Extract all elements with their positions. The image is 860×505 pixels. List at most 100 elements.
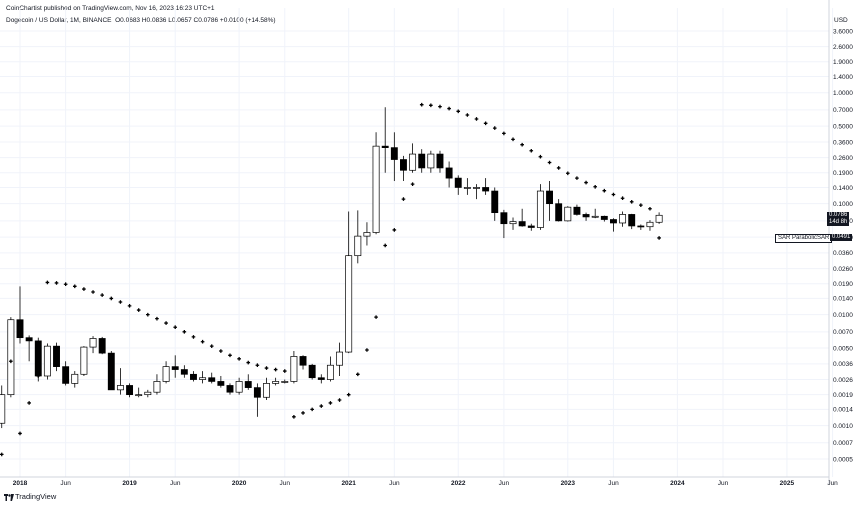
candle bbox=[62, 361, 70, 386]
sar-point bbox=[319, 404, 324, 408]
sar-point bbox=[356, 372, 360, 377]
time-tick-label: Jun bbox=[389, 480, 400, 487]
sar-point bbox=[419, 102, 424, 107]
price-tick-label: 0.2600 bbox=[833, 155, 853, 162]
candle-body bbox=[390, 147, 398, 160]
candle bbox=[527, 223, 535, 231]
tradingview-logo-icon bbox=[4, 493, 14, 501]
grid-lines bbox=[0, 8, 834, 477]
candle bbox=[555, 199, 563, 222]
sar-point bbox=[100, 293, 104, 297]
price-tick-label: 0.0050 bbox=[833, 345, 853, 352]
sar-point bbox=[219, 349, 223, 353]
sar-point bbox=[474, 117, 479, 121]
candle-body bbox=[135, 394, 143, 397]
candle bbox=[16, 286, 24, 344]
symbol-name[interactable]: Dogecoin / US Dollar, 1M, BINANCE bbox=[6, 17, 112, 24]
candle-body bbox=[62, 366, 70, 384]
sar-point bbox=[228, 353, 232, 358]
price-tick-label: 0.0190 bbox=[833, 281, 853, 288]
candle bbox=[491, 187, 499, 221]
sar-point bbox=[27, 401, 31, 405]
sar-point bbox=[264, 366, 269, 370]
sar-point bbox=[155, 316, 159, 321]
sar-point bbox=[611, 192, 616, 197]
sar-point bbox=[657, 236, 661, 240]
candle-body bbox=[418, 153, 426, 169]
candle bbox=[317, 374, 325, 384]
candle bbox=[0, 385, 6, 429]
candle-body bbox=[546, 190, 553, 205]
sar-point bbox=[328, 401, 333, 405]
candle-body bbox=[637, 225, 645, 228]
candle-body bbox=[80, 346, 88, 375]
time-axis: 2018 Jun 2019 Jun 2020 Jun 2021 Jun 2022 Jun 2023 J… bbox=[13, 480, 838, 487]
sar-point bbox=[429, 103, 433, 108]
sar-point bbox=[91, 290, 95, 294]
candle-body bbox=[600, 215, 608, 220]
candle bbox=[655, 212, 663, 224]
candle-body bbox=[564, 206, 572, 222]
candle bbox=[546, 181, 553, 221]
candle-body bbox=[409, 153, 417, 171]
sar-point bbox=[511, 137, 515, 142]
candle bbox=[436, 150, 444, 173]
candle bbox=[591, 208, 599, 219]
candle bbox=[427, 150, 435, 173]
publisher-line: CoinChartist published on TradingView.co… bbox=[6, 5, 215, 12]
sar-point bbox=[246, 360, 251, 365]
sar-point bbox=[602, 188, 607, 193]
candle-body bbox=[199, 377, 207, 380]
sar-point bbox=[438, 104, 442, 109]
sar-point bbox=[648, 206, 652, 211]
candle-body bbox=[354, 235, 362, 257]
sar-point bbox=[0, 452, 4, 457]
sar-point bbox=[45, 280, 50, 285]
candle bbox=[162, 361, 170, 384]
candle-body bbox=[244, 381, 252, 388]
sar-point bbox=[54, 281, 59, 285]
candle-body bbox=[500, 212, 508, 225]
candle bbox=[98, 336, 106, 355]
tradingview-brand[interactable]: TradingView bbox=[15, 492, 57, 501]
candle bbox=[518, 208, 526, 227]
candle bbox=[281, 379, 289, 384]
price-tick-label: 0.0010 bbox=[833, 423, 853, 430]
sar-point bbox=[18, 431, 22, 436]
sar-point bbox=[237, 356, 241, 361]
sar-point bbox=[410, 182, 415, 186]
time-tick-label: 2025 bbox=[780, 480, 795, 487]
candle bbox=[43, 343, 51, 380]
price-tick-label: 0.0260 bbox=[833, 266, 853, 273]
candle bbox=[208, 372, 216, 384]
time-tick-label: 2021 bbox=[341, 480, 356, 487]
candle bbox=[609, 218, 617, 232]
last-price-value: 0.0786 bbox=[829, 212, 848, 218]
sar-point bbox=[191, 335, 196, 339]
time-tick-label: Jun bbox=[827, 480, 838, 487]
candle-body bbox=[299, 356, 307, 366]
candle bbox=[290, 351, 298, 384]
candle-body bbox=[381, 145, 389, 148]
sar-point bbox=[538, 154, 543, 159]
candle bbox=[418, 149, 426, 173]
candle-body bbox=[454, 177, 462, 188]
price-tick-label: 0.0100 bbox=[833, 312, 853, 319]
candle bbox=[326, 356, 334, 382]
candle-body bbox=[427, 153, 435, 169]
candle-body bbox=[591, 215, 599, 218]
sar-point bbox=[273, 367, 278, 372]
candle-body bbox=[89, 338, 97, 348]
sar-point bbox=[292, 415, 296, 419]
sar-point bbox=[584, 180, 588, 185]
sar-point bbox=[365, 348, 369, 352]
candle bbox=[217, 375, 225, 388]
candle-body bbox=[582, 214, 590, 218]
candle-body bbox=[473, 187, 480, 189]
candle bbox=[600, 215, 608, 222]
price-tick-label: 1.4000 bbox=[833, 74, 853, 81]
candle bbox=[253, 383, 261, 417]
sar-point bbox=[63, 282, 68, 287]
sar-point bbox=[282, 369, 287, 373]
